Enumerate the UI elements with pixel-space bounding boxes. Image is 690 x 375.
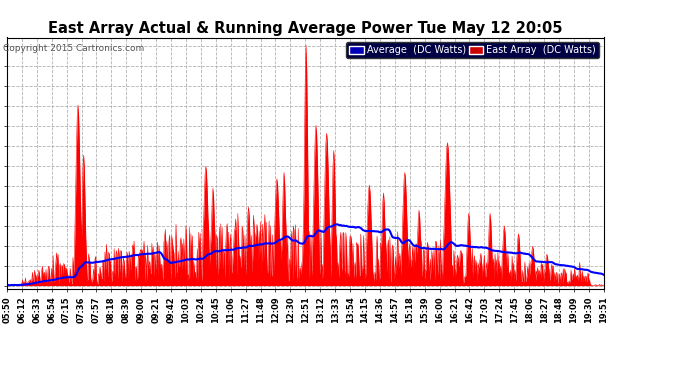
Text: Copyright 2015 Cartronics.com: Copyright 2015 Cartronics.com bbox=[3, 44, 145, 52]
Legend: Average  (DC Watts), East Array  (DC Watts): Average (DC Watts), East Array (DC Watts… bbox=[346, 42, 599, 58]
Title: East Array Actual & Running Average Power Tue May 12 20:05: East Array Actual & Running Average Powe… bbox=[48, 21, 562, 36]
